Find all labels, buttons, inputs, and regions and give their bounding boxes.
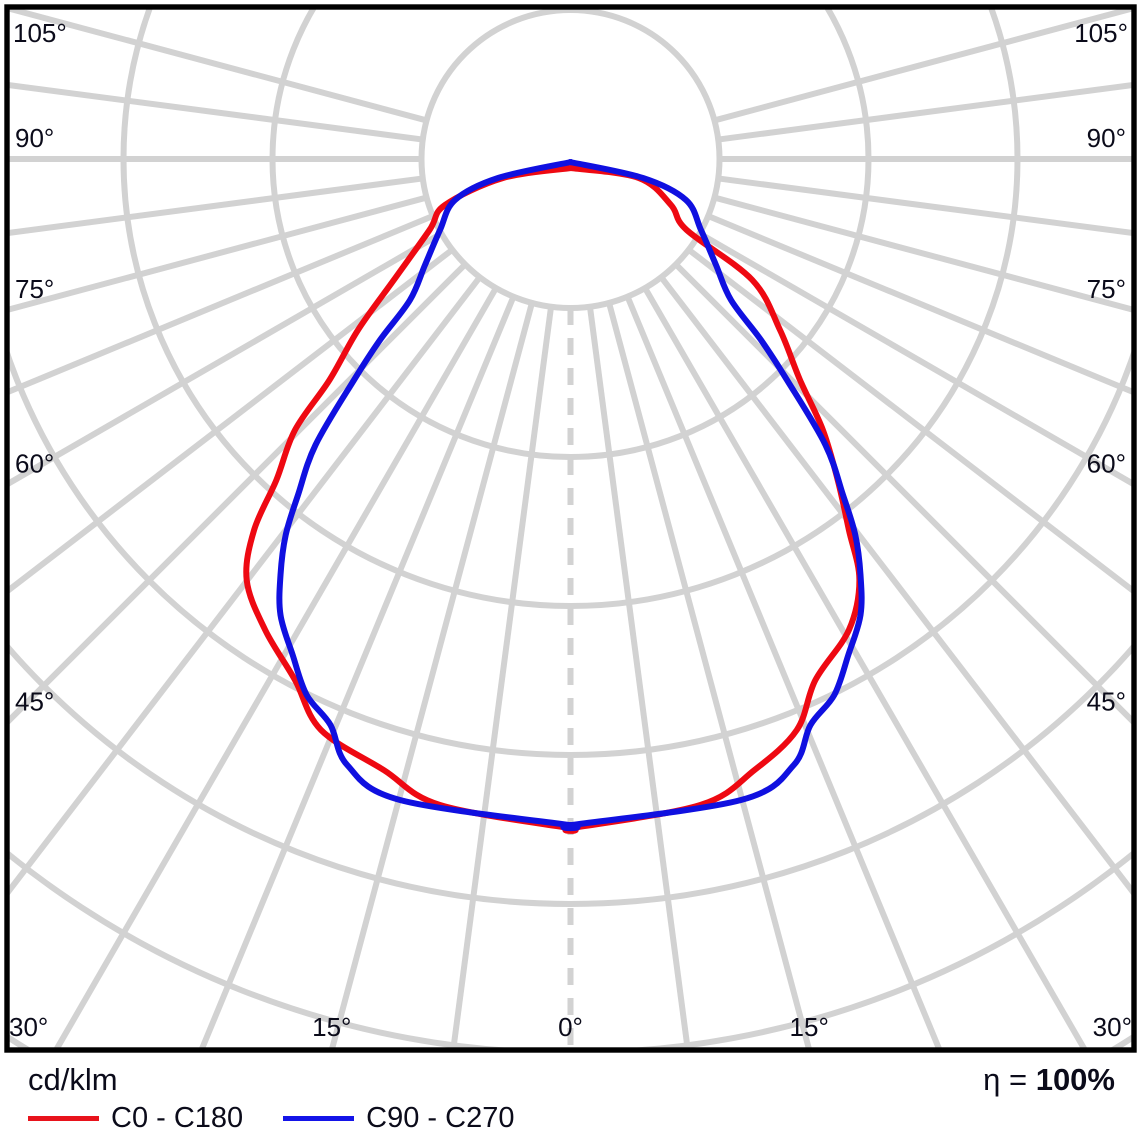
svg-text:0°: 0°: [558, 1012, 583, 1042]
svg-text:15°: 15°: [312, 1012, 351, 1042]
svg-text:90°: 90°: [15, 123, 54, 153]
svg-text:60°: 60°: [1087, 448, 1126, 478]
svg-text:90°: 90°: [1087, 123, 1126, 153]
svg-text:15°: 15°: [790, 1012, 829, 1042]
svg-text:30°: 30°: [1093, 1012, 1132, 1042]
svg-text:45°: 45°: [1087, 687, 1126, 717]
svg-text:105°: 105°: [1074, 18, 1128, 48]
svg-text:105°: 105°: [13, 18, 67, 48]
svg-text:60°: 60°: [15, 448, 54, 478]
svg-text:30°: 30°: [9, 1012, 48, 1042]
svg-text:75°: 75°: [15, 274, 54, 304]
svg-text:75°: 75°: [1087, 274, 1126, 304]
svg-text:45°: 45°: [15, 687, 54, 717]
